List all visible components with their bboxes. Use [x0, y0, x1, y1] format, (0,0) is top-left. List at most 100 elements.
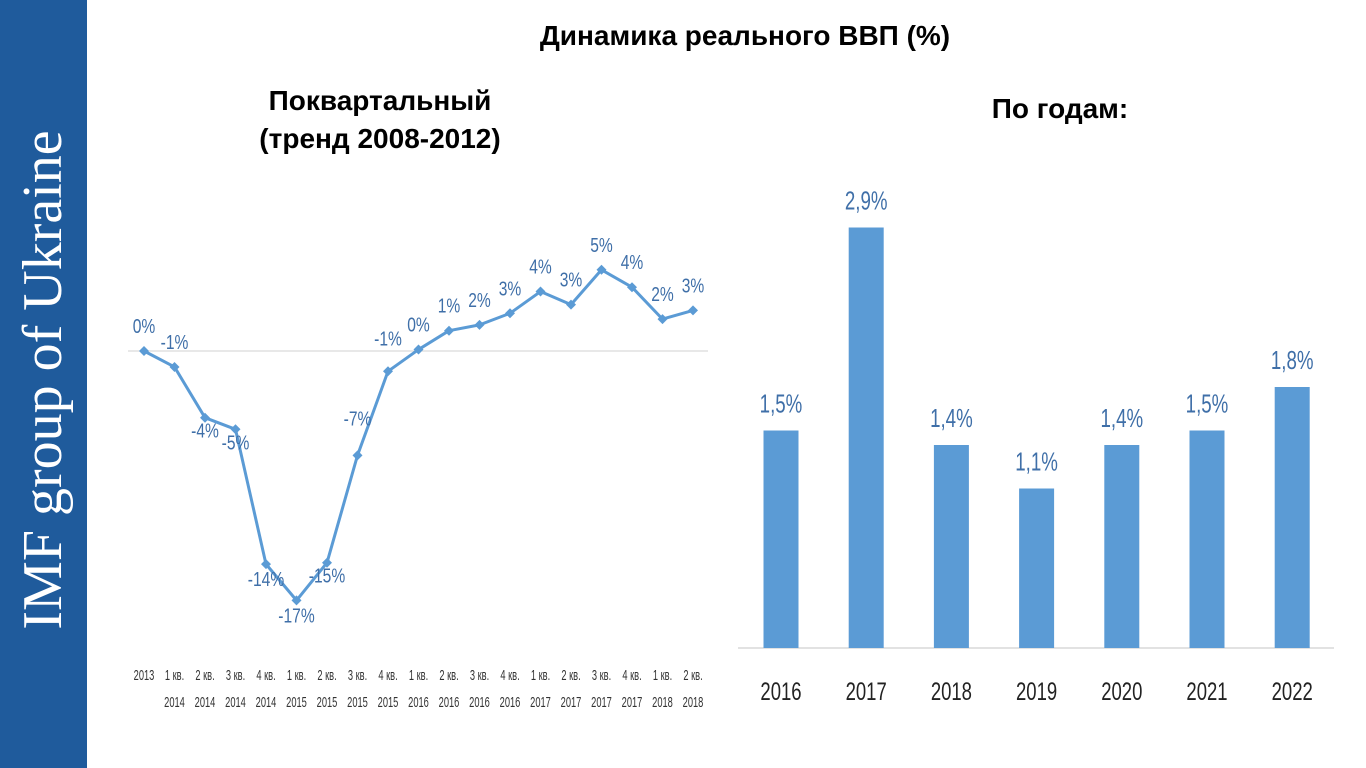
line-x-tick-year: 2014	[164, 694, 185, 711]
line-data-label: 3%	[499, 277, 522, 299]
bar-x-tick-label: 2021	[1186, 677, 1227, 705]
line-x-tick-year: 2014	[225, 694, 246, 711]
line-x-tick-label: 2 кв.	[561, 667, 580, 684]
quarterly-chart-title: Поквартальный (тренд 2008-2012)	[200, 82, 560, 158]
line-point	[596, 264, 607, 275]
quarterly-title-line2: (тренд 2008-2012)	[259, 123, 501, 154]
line-x-tick-label: 1 кв.	[165, 667, 184, 684]
bar-data-label: 1,8%	[1271, 345, 1314, 375]
line-point	[322, 557, 332, 568]
bar-x-tick-label: 2020	[1101, 677, 1142, 705]
line-x-tick-label: 3 кв.	[226, 667, 245, 684]
line-point	[413, 344, 424, 355]
bar-data-label: 1,1%	[1015, 446, 1058, 476]
line-point	[139, 346, 149, 356]
line-point	[627, 282, 637, 293]
bar-data-label: 1,5%	[760, 388, 803, 418]
line-point	[261, 559, 271, 570]
line-x-tick-label: 3 кв.	[348, 667, 367, 684]
line-point	[383, 366, 393, 377]
bar-x-tick-label: 2022	[1272, 677, 1313, 705]
line-x-tick-year: 2015	[317, 694, 338, 711]
line-point	[657, 314, 668, 325]
line-data-label: -1%	[374, 327, 402, 349]
line-x-tick-label: 3 кв.	[592, 667, 611, 684]
line-data-label: -1%	[161, 331, 189, 353]
line-data-label: 1%	[438, 295, 461, 317]
line-x-tick-label: 1 кв.	[531, 667, 550, 684]
bar-x-tick-label: 2019	[1016, 677, 1057, 705]
line-x-tick-label: 2 кв.	[439, 667, 458, 684]
line-x-tick-year: 2015	[286, 694, 307, 711]
line-x-tick-year: 2017	[530, 694, 551, 711]
line-data-label: 2%	[468, 289, 491, 311]
line-data-label: -17%	[278, 605, 314, 627]
line-data-label: -5%	[222, 431, 250, 453]
line-x-tick-label: 4 кв.	[378, 667, 397, 684]
line-x-tick-label: 1 кв.	[287, 667, 306, 684]
bar-x-tick-label: 2018	[931, 677, 972, 705]
bar	[1274, 387, 1310, 648]
line-point	[352, 450, 363, 461]
line-data-label: 4%	[621, 251, 644, 273]
line-x-tick-label: 1 кв.	[409, 667, 428, 684]
line-point	[688, 305, 698, 316]
line-x-tick-label: 4 кв.	[256, 667, 275, 684]
line-point	[474, 319, 485, 330]
line-x-tick-year: 2014	[256, 694, 277, 711]
bar-data-label: 1,4%	[930, 403, 973, 433]
line-point	[230, 424, 241, 435]
line-data-label: -14%	[248, 568, 284, 590]
line-point	[200, 412, 210, 423]
sidebar-band: IMF group of Ukraine	[0, 0, 87, 768]
line-x-tick-label: 3 кв.	[470, 667, 489, 684]
line-data-label: 5%	[590, 234, 613, 256]
line-data-label: -15%	[309, 565, 345, 587]
line-x-tick-year: 2015	[378, 694, 399, 711]
line-x-tick-year: 2016	[469, 694, 490, 711]
line-data-label: -7%	[344, 408, 372, 430]
line-point	[444, 325, 454, 336]
main-title: Динамика реального ВВП (%)	[539, 20, 951, 51]
line-x-tick-label: 4 кв.	[500, 667, 519, 684]
line-data-label: -4%	[191, 420, 219, 442]
line-x-tick-year: 2015	[347, 694, 368, 711]
line-x-tick-year: 2016	[500, 694, 521, 711]
line-x-tick-year: 2017	[561, 694, 582, 711]
line-x-tick-year: 2018	[652, 694, 673, 711]
line-x-tick-year: 2017	[591, 694, 612, 711]
bar-data-label: 1,5%	[1186, 388, 1229, 418]
line-x-tick-label: 2013	[134, 667, 155, 684]
line-x-tick-label: 2 кв.	[683, 667, 702, 684]
line-x-tick-label: 2 кв.	[195, 667, 214, 684]
line-point	[169, 361, 180, 372]
line-point	[291, 595, 302, 606]
line-x-tick-label: 1 кв.	[653, 667, 672, 684]
yearly-chart-title: По годам:	[991, 93, 1129, 124]
quarterly-title-line1: Поквартальный	[268, 85, 492, 116]
line-point	[535, 286, 546, 297]
bar	[1189, 430, 1225, 648]
line-x-tick-year: 2017	[622, 694, 643, 711]
line-data-label: 3%	[682, 275, 705, 297]
line-data-label: 0%	[133, 315, 156, 337]
bar	[1104, 445, 1140, 648]
line-x-tick-label: 4 кв.	[622, 667, 641, 684]
bar-x-tick-label: 2016	[760, 677, 801, 705]
line-x-tick-year: 2014	[195, 694, 216, 711]
line-x-tick-label: 2 кв.	[317, 667, 336, 684]
line-x-tick-year: 2018	[683, 694, 704, 711]
line-point	[566, 299, 576, 310]
bar-x-tick-label: 2017	[846, 677, 887, 705]
line-point	[505, 308, 515, 319]
bar-data-label: 2,9%	[845, 185, 888, 215]
line-data-label: 4%	[529, 256, 552, 278]
line-x-tick-year: 2016	[439, 694, 460, 711]
line-data-label: 3%	[560, 269, 583, 291]
bar	[848, 227, 884, 648]
line-data-label: 2%	[651, 283, 674, 305]
bar	[1019, 488, 1055, 648]
bar-data-label: 1,4%	[1100, 403, 1143, 433]
bar	[763, 430, 799, 648]
